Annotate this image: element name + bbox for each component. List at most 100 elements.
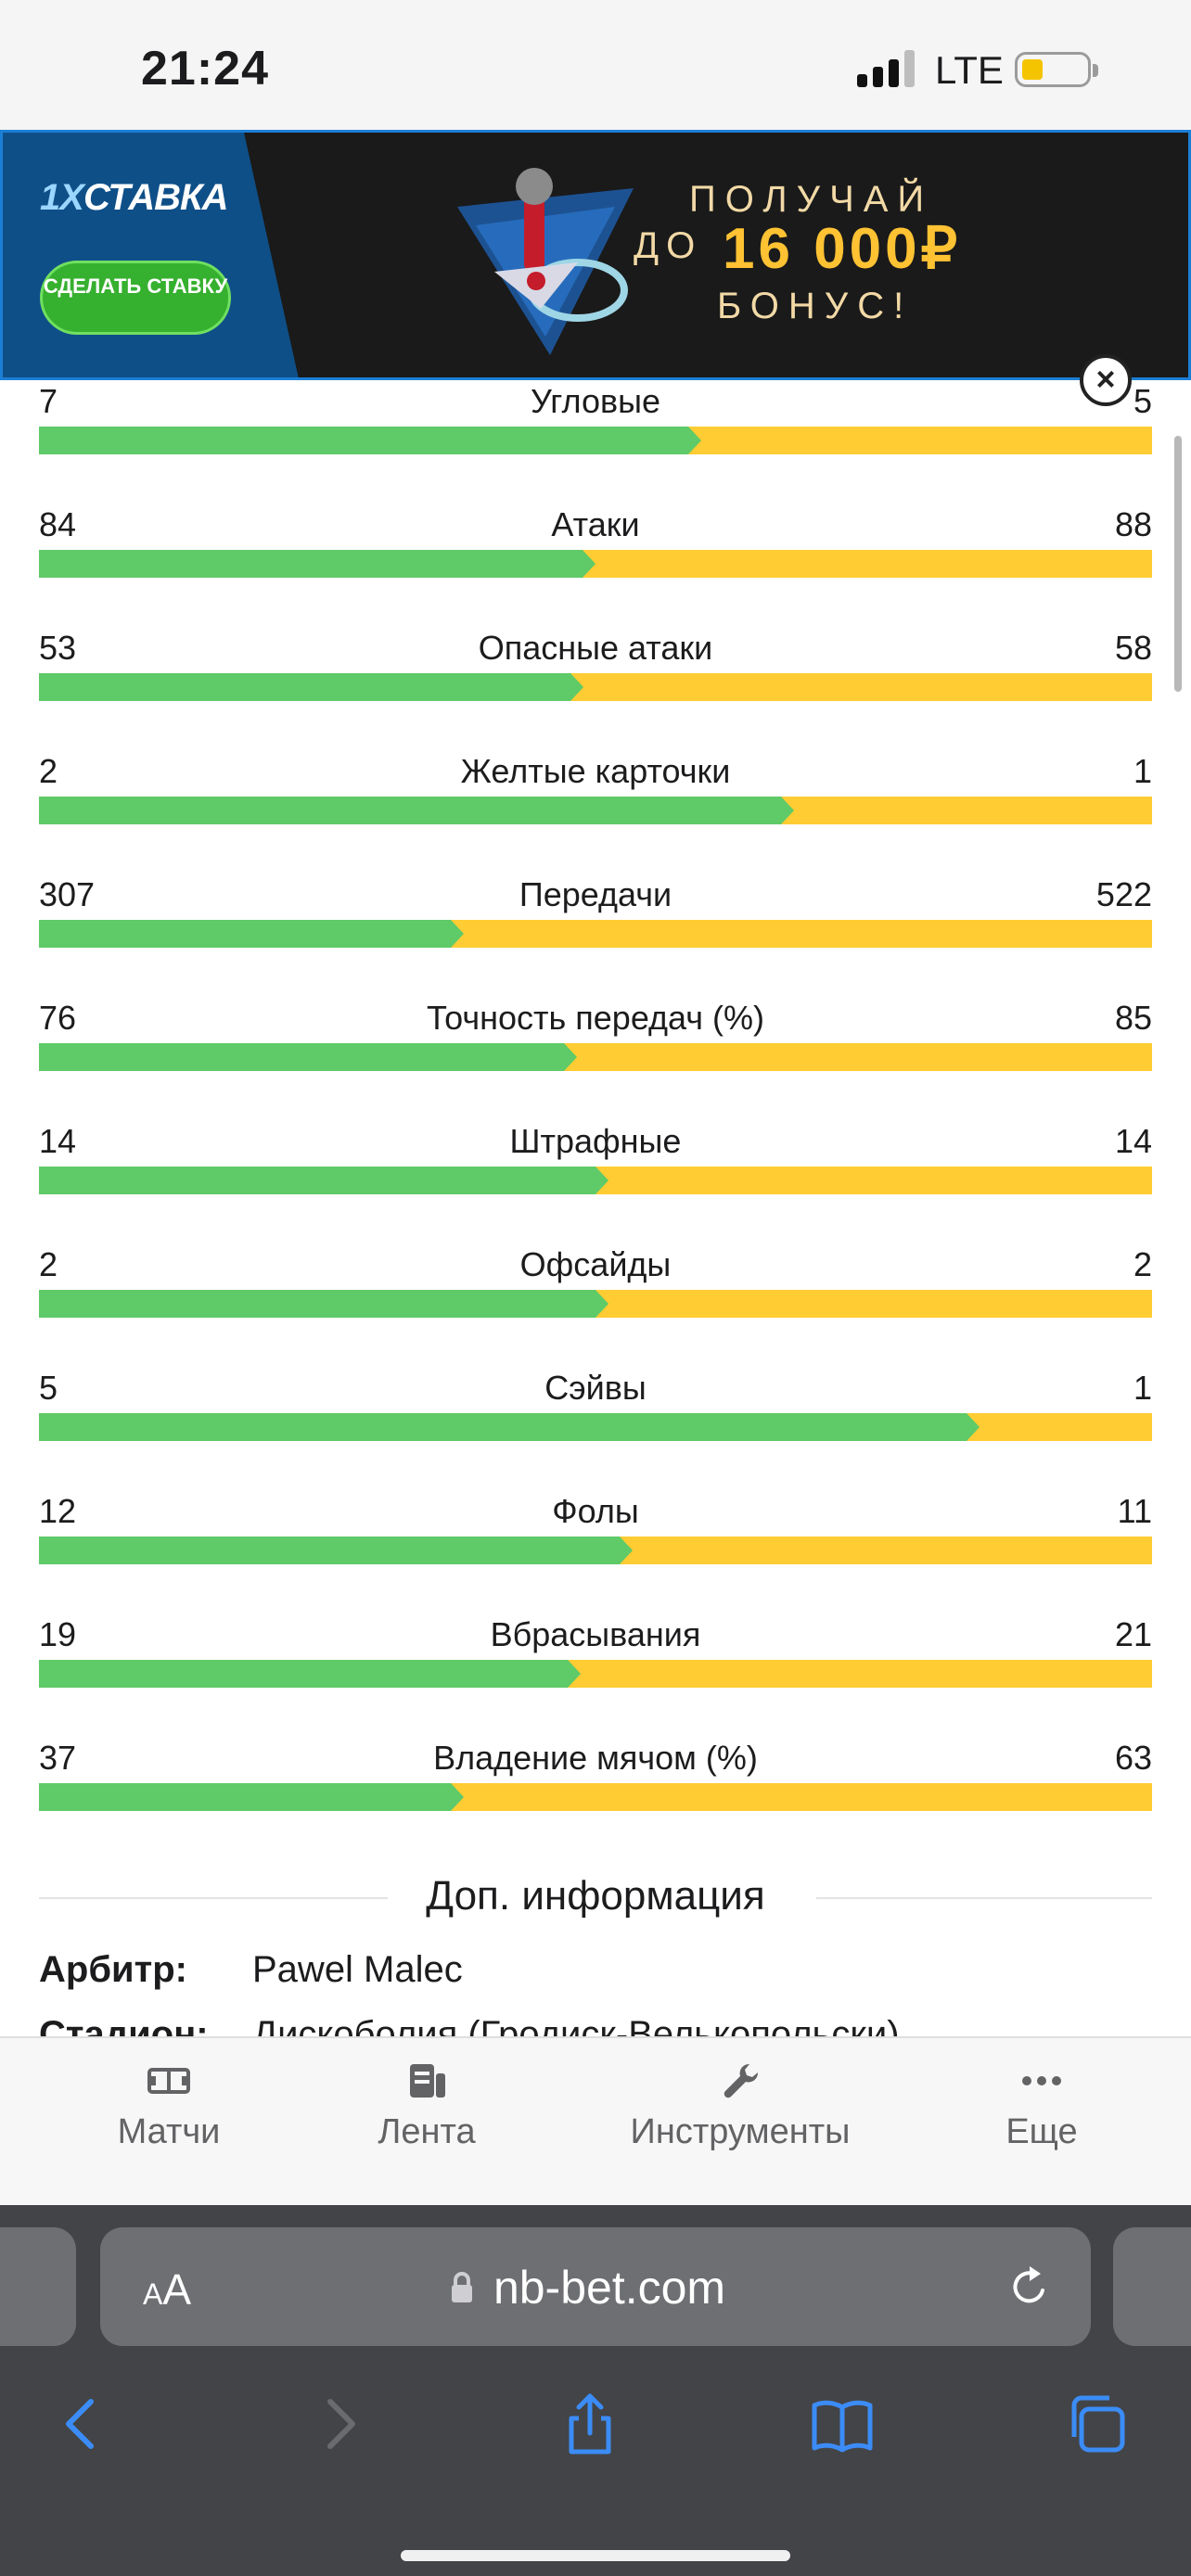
stat-name: Угловые xyxy=(530,382,661,420)
home-value: 76 xyxy=(39,999,77,1037)
tabs-icon[interactable] xyxy=(1063,2391,1130,2457)
referee-value: Pawel Malec xyxy=(252,1949,463,1990)
stat-name: Владение мячом (%) xyxy=(433,1739,758,1777)
network-type: LTE xyxy=(935,48,1004,92)
nav-label: Лента xyxy=(378,2112,476,2151)
section-title: Доп. информация xyxy=(426,1873,765,1919)
divider xyxy=(39,1897,388,1899)
more-icon xyxy=(1022,2076,1061,2085)
url-text: nb-bet.com xyxy=(493,2262,726,2314)
browser-chrome: AA nb-bet.com xyxy=(0,2205,1191,2576)
reload-icon[interactable] xyxy=(1005,2263,1054,2311)
away-value: 63 xyxy=(1114,1739,1152,1777)
home-value: 12 xyxy=(39,1492,77,1530)
feed-icon xyxy=(410,2064,445,2098)
home-share-bar xyxy=(39,1167,608,1194)
stat-name: Офсайды xyxy=(519,1245,672,1283)
stat-bar xyxy=(39,1537,1152,1564)
site-bottom-nav: Матчи Лента Инструменты Еще xyxy=(0,2036,1191,2207)
home-share-bar xyxy=(39,1413,980,1441)
home-share-bar xyxy=(39,673,583,701)
away-value: 14 xyxy=(1114,1122,1152,1160)
home-value: 307 xyxy=(39,875,96,913)
signal-icon xyxy=(857,50,916,87)
field-icon xyxy=(147,2068,190,2094)
away-value: 11 xyxy=(1117,1492,1152,1530)
place-bet-button[interactable]: СДЕЛАТЬ СТАВКУ xyxy=(40,261,231,335)
away-value: 21 xyxy=(1114,1615,1152,1653)
stat-row: 14 Штрафные 14 xyxy=(39,1122,1152,1205)
bookmarks-icon[interactable] xyxy=(809,2391,876,2457)
home-value: 53 xyxy=(39,629,77,667)
home-value: 37 xyxy=(39,1739,77,1777)
stat-bar xyxy=(39,1783,1152,1811)
home-indicator xyxy=(401,2550,790,2561)
joystick-trophy-icon xyxy=(457,168,634,355)
address-bar[interactable]: AA nb-bet.com xyxy=(100,2227,1091,2346)
battery-icon xyxy=(1015,52,1098,87)
stat-row: 12 Фолы 11 xyxy=(39,1492,1152,1575)
promo-text-line3: БОНУС! xyxy=(717,286,914,326)
nav-label: Еще xyxy=(1005,2112,1078,2151)
stat-bar xyxy=(39,550,1152,578)
stat-row: 5 Сэйвы 1 xyxy=(39,1369,1152,1452)
stat-bar xyxy=(39,427,1152,454)
away-value: 88 xyxy=(1114,505,1152,543)
away-value: 58 xyxy=(1114,629,1152,667)
stat-row: 37 Владение мячом (%) 63 xyxy=(39,1739,1152,1822)
stat-name: Сэйвы xyxy=(544,1369,647,1407)
referee-label: Арбитр: xyxy=(39,1949,187,1990)
away-value: 5 xyxy=(1133,382,1152,420)
nav-item-matches[interactable]: Матчи xyxy=(93,2062,245,2152)
stat-name: Точность передач (%) xyxy=(426,999,765,1037)
home-value: 7 xyxy=(39,382,58,420)
text-size-button[interactable]: AA xyxy=(143,2265,192,2314)
nav-item-tools[interactable]: Инструменты xyxy=(603,2062,877,2152)
home-value: 5 xyxy=(39,1369,58,1407)
scrollbar[interactable] xyxy=(1174,436,1182,692)
stat-row: 76 Точность передач (%) 85 xyxy=(39,999,1152,1082)
home-share-bar xyxy=(39,1043,578,1071)
stat-name: Штрафные xyxy=(509,1122,682,1160)
stat-name: Фолы xyxy=(552,1492,639,1530)
home-value: 84 xyxy=(39,505,77,543)
home-share-bar xyxy=(39,920,465,948)
home-share-bar xyxy=(39,1537,634,1564)
stat-bar xyxy=(39,1660,1152,1688)
stat-name: Атаки xyxy=(551,505,640,543)
ad-banner[interactable]: 1XСТАВКА СДЕЛАТЬ СТАВКУ ПОЛУЧАЙ ДО 16 00… xyxy=(0,130,1191,380)
promo-text-line2: ДО xyxy=(634,225,703,266)
back-icon[interactable] xyxy=(48,2391,115,2457)
forward-icon[interactable] xyxy=(306,2391,373,2457)
stat-row: 7 Угловые 5 xyxy=(39,382,1152,465)
close-ad-icon[interactable]: × xyxy=(1080,354,1132,406)
nav-item-feed[interactable]: Лента xyxy=(352,2062,501,2152)
away-value: 85 xyxy=(1114,999,1152,1037)
share-icon[interactable] xyxy=(557,2391,623,2457)
home-share-bar xyxy=(39,550,596,578)
stat-bar xyxy=(39,1290,1152,1318)
next-tab-preview[interactable] xyxy=(1113,2227,1191,2346)
previous-tab-preview[interactable] xyxy=(0,2227,76,2346)
stat-bar xyxy=(39,920,1152,948)
stat-row: 19 Вбрасывания 21 xyxy=(39,1615,1152,1699)
away-value: 1 xyxy=(1133,752,1152,790)
divider xyxy=(816,1897,1152,1899)
stat-name: Желтые карточки xyxy=(460,752,731,790)
promo-amount: 16 000₽ xyxy=(723,217,962,281)
brand-logo: 1XСТАВКА xyxy=(40,177,228,218)
stat-bar xyxy=(39,1413,1152,1441)
stat-name: Опасные атаки xyxy=(478,629,713,667)
nav-item-more[interactable]: Еще xyxy=(972,2062,1111,2152)
stat-bar xyxy=(39,673,1152,701)
home-share-bar xyxy=(39,427,701,454)
home-value: 14 xyxy=(39,1122,77,1160)
home-value: 2 xyxy=(39,752,58,790)
away-value: 1 xyxy=(1133,1369,1152,1407)
away-value: 522 xyxy=(1095,875,1152,913)
stat-bar xyxy=(39,1043,1152,1071)
home-share-bar xyxy=(39,797,794,824)
home-value: 19 xyxy=(39,1615,77,1653)
nav-label: Инструменты xyxy=(630,2112,851,2151)
banner-brand-panel xyxy=(3,133,300,377)
